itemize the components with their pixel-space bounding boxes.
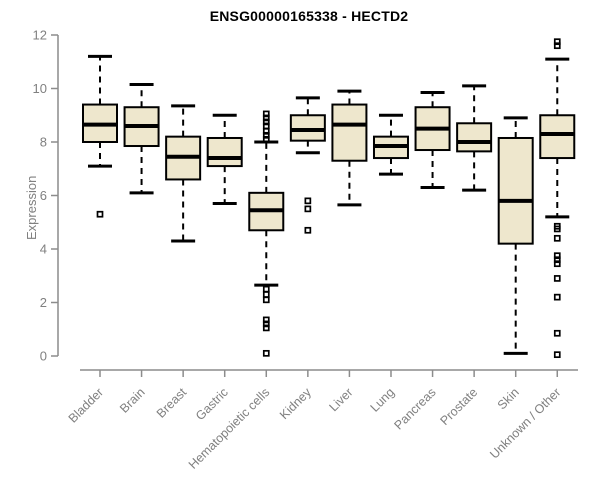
x-tick-label: Skin (495, 385, 522, 412)
x-tick-label: Kidney (277, 385, 314, 422)
outlier-point (262, 324, 270, 332)
outlier-point (304, 197, 312, 205)
x-tick-label: Gastric (193, 385, 231, 423)
iqr-box (331, 103, 368, 162)
iqr-box (497, 136, 534, 245)
outlier-point (262, 135, 270, 143)
outlier-point (304, 226, 312, 234)
box-breast: Breast (154, 104, 202, 421)
iqr-box (456, 122, 493, 153)
outlier-point (553, 234, 561, 242)
x-tick-label: Hematopoietic cells (186, 385, 273, 472)
iqr-box (206, 136, 243, 168)
y-tick-label: 10 (33, 81, 47, 96)
x-tick-label: Brain (117, 385, 148, 416)
y-tick-label: 6 (40, 188, 47, 203)
outlier-point (262, 296, 270, 304)
iqr-box (539, 114, 576, 160)
outlier-point (553, 42, 561, 50)
outlier-point (553, 275, 561, 282)
outlier-point (262, 110, 270, 118)
box-kidney: Kidney (277, 96, 326, 422)
outlier-point (262, 131, 270, 139)
x-tick-label: Breast (154, 385, 190, 421)
outlier-point (553, 260, 561, 268)
x-tick-label: Unknown / Other (487, 385, 563, 461)
y-tick-label: 2 (40, 295, 47, 310)
outlier-point (553, 293, 561, 301)
outlier-point (553, 252, 561, 260)
y-tick-label: 8 (40, 135, 47, 150)
y-tick-label: 0 (40, 349, 47, 364)
outlier-point (262, 349, 270, 357)
outlier-point (262, 316, 270, 324)
outlier-point (262, 114, 270, 122)
x-tick-label: Liver (326, 385, 355, 414)
x-tick-label: Bladder (66, 385, 106, 425)
x-tick-label: Lung (368, 385, 398, 415)
x-tick-label: Pancreas (391, 385, 438, 432)
y-tick-label: 12 (33, 28, 47, 43)
outlier-point (262, 118, 270, 126)
outlier-point (262, 122, 270, 130)
iqr-box (289, 114, 326, 142)
box-skin: Skin (495, 116, 534, 412)
chart-title: ENSG00000165338 - HECTD2 (209, 8, 409, 24)
x-tick-label: Prostate (437, 385, 480, 428)
outlier-point (96, 210, 104, 218)
outlier-point (553, 351, 561, 359)
outlier-point (262, 285, 270, 293)
outlier-point (553, 329, 561, 337)
outlier-point (553, 38, 561, 46)
y-tick-label: 4 (40, 242, 47, 257)
outlier-point (304, 205, 312, 213)
outlier-point (262, 320, 270, 328)
box-brain: Brain (117, 82, 160, 416)
outlier-point (553, 256, 561, 264)
outlier-point (262, 127, 270, 135)
outlier-point (262, 291, 270, 298)
outlier-point (553, 225, 561, 233)
box-liver: Liver (326, 89, 368, 414)
